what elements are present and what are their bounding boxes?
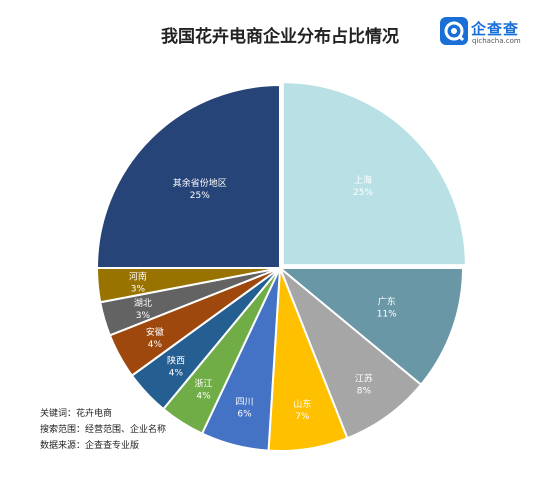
brand-logo: 企查查 qichacha.com (440, 17, 550, 49)
pie-label-0: 上海 (354, 174, 372, 186)
pie-slice-0 (281, 81, 467, 267)
pie-label-2: 江苏 (355, 372, 373, 384)
chart-notes: 关键词：花卉电商 搜索范围：经营范围、企业名称 数据来源：企查查专业版 (40, 406, 166, 454)
pie-label-4: 四川 (235, 397, 253, 407)
note-data-source: 数据来源：企查查专业版 (40, 441, 140, 451)
pie-value-6: 4% (169, 369, 184, 379)
pie-value-0: 25% (353, 188, 373, 198)
pie-value-2: 8% (357, 386, 372, 396)
brand-logo-icon (440, 17, 468, 45)
pie-value-7: 4% (148, 340, 163, 350)
pie-label-9: 河南 (129, 270, 147, 282)
pie-label-1: 广东 (378, 295, 396, 307)
pie-value-8: 3% (136, 311, 151, 321)
pie-slice-10 (95, 83, 281, 269)
chart-title: 我国花卉电商企业分布占比情况 (161, 27, 399, 47)
pie-slice-1 (277, 267, 465, 387)
pie-slice-2 (279, 267, 423, 440)
pie-label-3: 山东 (293, 398, 311, 410)
pie-label-5: 浙江 (195, 378, 213, 390)
brand-name: 企查查 (471, 20, 520, 38)
pie-value-1: 11% (377, 309, 397, 319)
note-keyword: 关键词：花卉电商 (40, 409, 113, 419)
pie-value-10: 25% (190, 191, 210, 201)
pie-label-10: 其余省份地区 (173, 177, 227, 189)
pie-label-6: 陕西 (167, 355, 185, 367)
pie-value-3: 7% (295, 412, 310, 422)
pie-label-8: 湖北 (134, 298, 152, 309)
pie-value-9: 3% (131, 284, 146, 294)
pie-label-7: 安徽 (146, 326, 164, 338)
brand-url: qichacha.com (472, 37, 521, 45)
note-search-scope: 搜索范围：经营范围、企业名称 (40, 425, 167, 435)
pie-value-5: 4% (196, 392, 211, 402)
pie-value-4: 6% (237, 409, 252, 419)
